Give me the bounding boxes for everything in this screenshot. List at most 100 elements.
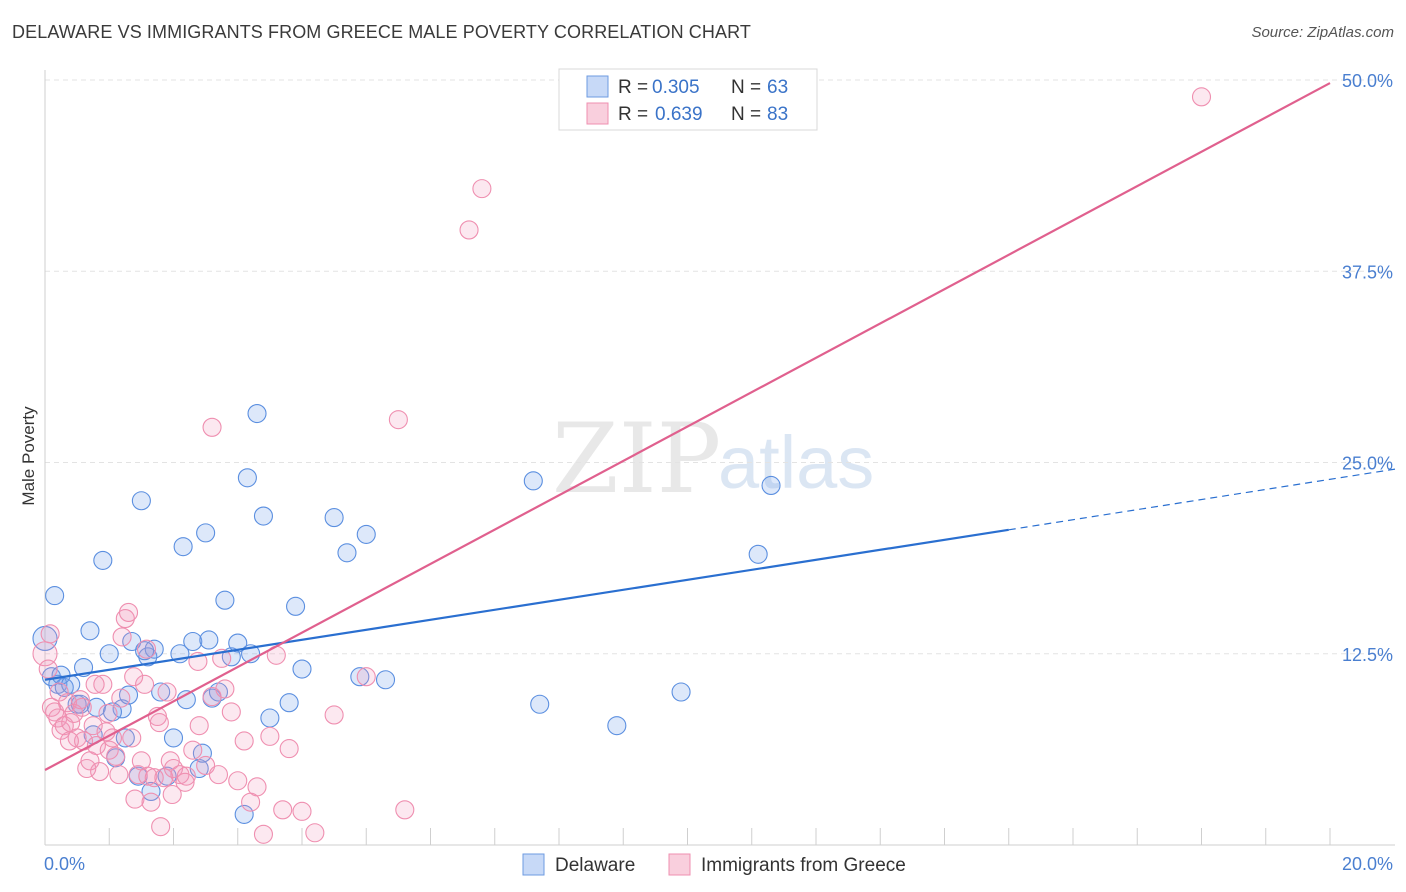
- delaware-point: [671, 682, 691, 702]
- greece-point: [109, 765, 129, 785]
- greece-point: [38, 659, 58, 679]
- delaware-point: [748, 544, 768, 564]
- delaware-point: [173, 537, 193, 557]
- delaware-point: [144, 639, 164, 659]
- greece-point: [1191, 87, 1212, 107]
- delaware-point: [183, 631, 203, 652]
- greece-point: [279, 739, 299, 759]
- greece-point: [106, 746, 126, 766]
- delaware-point: [237, 468, 257, 488]
- legend-n-value-delaware: 63: [767, 77, 788, 98]
- greece-point: [247, 777, 267, 797]
- legend-r-value-delaware: 0.305: [652, 77, 700, 98]
- legend-n-value-greece: 83: [767, 104, 788, 125]
- x-axis-ticks: [108, 828, 1331, 845]
- series-greece-points: [32, 87, 1212, 844]
- delaware-point: [292, 659, 312, 679]
- delaware-point: [99, 644, 119, 664]
- greece-point: [111, 688, 131, 708]
- delaware-point: [228, 633, 248, 653]
- chart-title: DELAWARE VS IMMIGRANTS FROM GREECE MALE …: [12, 22, 751, 42]
- greece-point: [157, 682, 177, 702]
- legend-r-label-delaware: R =: [618, 77, 648, 98]
- greece-point: [175, 772, 195, 792]
- delaware-point: [45, 586, 65, 606]
- delaware-point: [260, 708, 280, 728]
- greece-point: [273, 800, 293, 820]
- delaware-point: [122, 631, 142, 652]
- delaware-point: [286, 596, 306, 616]
- bottom-legend: Delaware Immigrants from Greece: [522, 853, 906, 876]
- bottom-legend-label-greece: Immigrants from Greece: [701, 855, 906, 876]
- y-axis-title: Male Poverty: [19, 406, 38, 506]
- delaware-point: [151, 682, 171, 702]
- legend-n-label-greece: N =: [731, 104, 761, 125]
- delaware-point: [350, 667, 370, 687]
- legend-swatch-delaware: [586, 75, 609, 98]
- delaware-point: [279, 693, 299, 713]
- greece-point: [215, 679, 235, 699]
- y-tick-label: 12.5%: [1342, 645, 1393, 665]
- delaware-point: [337, 543, 357, 563]
- greece-point: [138, 766, 158, 786]
- delaware-point: [93, 550, 113, 570]
- trend-line-delaware: [44, 528, 1009, 681]
- watermark: ZIP atlas: [552, 403, 874, 515]
- delaware-point: [761, 475, 781, 496]
- greece-point: [356, 667, 376, 687]
- greece-point: [234, 731, 254, 751]
- delaware-point: [163, 728, 184, 748]
- delaware-point: [199, 630, 219, 650]
- delaware-point: [530, 694, 550, 714]
- gridlines: [45, 79, 1395, 655]
- delaware-point: [118, 685, 139, 705]
- greece-point: [112, 627, 132, 647]
- greece-point: [72, 697, 92, 717]
- legend-r-value-greece: 0.639: [655, 104, 703, 125]
- greece-point: [459, 220, 479, 240]
- greece-point: [122, 728, 142, 748]
- greece-point: [305, 823, 325, 843]
- greece-point: [70, 690, 90, 710]
- delaware-point: [131, 491, 151, 511]
- delaware-point: [356, 524, 376, 544]
- greece-point: [208, 765, 229, 785]
- delaware-point: [253, 506, 274, 526]
- watermark-zip: ZIP: [552, 403, 721, 515]
- greece-point: [141, 792, 161, 812]
- greece-point: [151, 817, 171, 837]
- greece-point: [45, 702, 65, 722]
- greece-point: [115, 609, 135, 629]
- delaware-point: [138, 647, 158, 667]
- delaware-point: [247, 403, 267, 424]
- greece-point: [98, 703, 118, 723]
- delaware-point: [215, 590, 235, 610]
- delaware-point: [196, 523, 216, 543]
- greece-point: [125, 789, 145, 809]
- greece-point: [144, 768, 164, 788]
- trend-line-delaware-extension: [1008, 468, 1396, 531]
- greece-point: [260, 726, 280, 746]
- greece-point: [118, 602, 139, 622]
- greece-point: [90, 762, 110, 782]
- greece-point: [189, 716, 209, 736]
- delaware-point: [324, 508, 344, 528]
- y-tick-label: 50.0%: [1342, 71, 1393, 91]
- greece-point: [40, 624, 60, 644]
- greece-point: [93, 674, 113, 694]
- trend-lines: [44, 82, 1396, 772]
- greece-point: [395, 800, 415, 820]
- greece-point: [176, 766, 196, 786]
- greece-point: [49, 682, 69, 702]
- greece-point: [59, 731, 79, 751]
- bottom-legend-swatch-greece: [668, 853, 691, 876]
- greece-point: [136, 639, 157, 659]
- y-tick-labels: 12.5% 25.0% 37.5% 50.0%: [1342, 71, 1393, 665]
- greece-point: [253, 824, 274, 844]
- delaware-point: [234, 804, 254, 824]
- bottom-legend-swatch-delaware: [522, 853, 545, 876]
- greece-point: [388, 410, 408, 430]
- y-tick-label: 37.5%: [1342, 262, 1393, 282]
- greece-point: [221, 702, 241, 722]
